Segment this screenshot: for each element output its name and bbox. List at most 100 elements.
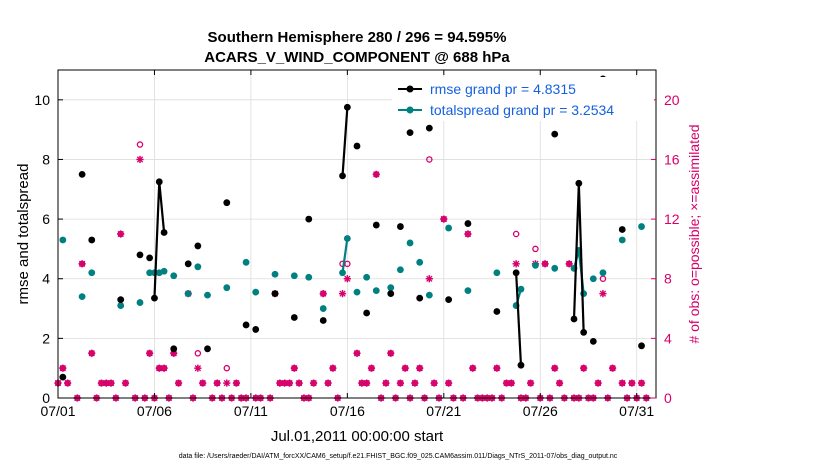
obs-assimilated-stroke — [411, 379, 419, 387]
obs-assimilated-stroke — [368, 365, 375, 372]
obs-assimilated-marker — [608, 364, 617, 372]
y-axis-right-label: # of obs: o=possible; ×=assimilated — [686, 124, 702, 343]
rmse-point — [319, 317, 327, 324]
spread-point — [416, 258, 424, 266]
obs-assimilated-marker — [213, 379, 221, 387]
obs-assimilated-stroke — [493, 365, 501, 372]
obs-assimilated-marker — [599, 290, 607, 298]
obs-possible-marker — [223, 364, 231, 372]
rmse-point — [387, 290, 395, 298]
spread-point — [170, 272, 178, 280]
obs-assimilated-marker — [329, 364, 337, 372]
obs-assimilated-marker — [107, 379, 115, 387]
legend-rmse-marker — [406, 85, 414, 93]
y-tick-label: 8 — [42, 151, 50, 167]
obs-assimilated-stroke — [78, 260, 86, 267]
rmse-point — [638, 342, 645, 350]
obs-assimilated-marker — [319, 290, 327, 298]
obs-assimilated-stroke — [382, 379, 390, 387]
x-tick-label: 07/06 — [137, 403, 172, 419]
rmse-point — [204, 345, 211, 353]
obs-assimilated-marker — [372, 170, 380, 178]
obs-assimilated-marker — [174, 379, 183, 387]
obs-assimilated-stroke — [199, 379, 206, 387]
spread-point — [493, 269, 501, 277]
y-tick-label: 10 — [34, 92, 50, 108]
spread-point — [194, 263, 202, 271]
obs-assimilated-stroke — [122, 379, 129, 387]
x-tick-label: 07/11 — [234, 403, 268, 419]
obs-assimilated-marker — [363, 379, 371, 387]
obs-assimilated-stroke — [295, 379, 303, 387]
rmse-point — [580, 329, 588, 336]
chart-title-line-2: ACARS_V_WIND_COMPONENT @ 688 hPa — [204, 49, 510, 66]
rmse-point — [170, 345, 178, 353]
obs-assimilated-stroke — [324, 379, 332, 387]
obs-assimilated-marker — [637, 379, 646, 387]
legend-rmse-label: rmse grand pr = 4.8315 — [430, 81, 576, 97]
obs-assimilated-stroke — [59, 365, 66, 372]
rmse-point — [353, 142, 361, 150]
y-right-tick-label: 20 — [664, 92, 680, 108]
obs-assimilated-marker — [295, 379, 303, 387]
rmse-point — [339, 172, 346, 180]
rmse-point — [290, 314, 298, 321]
obs-assimilated-stroke — [580, 365, 587, 372]
y-tick-label: 0 — [42, 390, 50, 406]
obs-assimilated-stroke — [175, 379, 182, 387]
x-tick-label: 07/01 — [40, 403, 75, 419]
obs-assimilated-stroke — [117, 230, 124, 238]
obs-assimilated-stroke — [353, 350, 361, 357]
rmse-point — [363, 309, 371, 317]
spread-point — [406, 239, 414, 247]
legend: rmse grand pr = 4.8315 totalspread grand… — [392, 77, 654, 121]
rmse-point — [512, 269, 520, 277]
obs-assimilated-marker — [618, 379, 626, 387]
rmse-point — [271, 290, 279, 298]
obs-assimilated-stroke — [397, 379, 404, 387]
series-layer — [54, 75, 650, 402]
obs-assimilated-marker — [411, 379, 419, 387]
spread-point — [464, 287, 472, 295]
obs-possible-marker — [532, 245, 539, 253]
spread-point — [88, 269, 96, 277]
obs-assimilated-stroke — [98, 379, 105, 387]
y-axis-label: rmse and totalspread — [15, 164, 32, 305]
rmse-point — [59, 373, 67, 381]
obs-possible-marker — [426, 156, 433, 163]
rmse-point — [305, 215, 313, 223]
spread-point — [78, 293, 86, 301]
obs-assimilated-stroke — [638, 379, 645, 387]
spread-point — [445, 224, 453, 232]
rmse-point — [416, 294, 424, 302]
rmse-point — [445, 296, 453, 303]
obs-assimilated-stroke — [373, 171, 380, 178]
y-right-tick-label: 8 — [664, 271, 672, 287]
rmse-point — [406, 129, 414, 137]
y-axis-ticks: 0 2 4 6 8 10 — [34, 92, 63, 406]
rmse-point — [146, 254, 154, 262]
y-axis-right-ticks: 0 4 8 12 16 20 — [651, 92, 680, 406]
obs-assimilated-marker — [551, 364, 559, 372]
obs-assimilated-stroke — [440, 215, 447, 223]
obs-assimilated-marker — [285, 379, 294, 387]
spread-line-segment — [341, 238, 349, 273]
obs-assimilated-stroke — [281, 379, 288, 387]
obs-assimilated-stroke — [551, 365, 558, 372]
spread-point — [363, 273, 371, 281]
obs-assimilated-marker — [367, 364, 376, 372]
obs-assimilated-marker — [628, 379, 636, 387]
rmse-point — [155, 178, 163, 186]
obs-possible-marker — [136, 141, 144, 148]
obs-assimilated-stroke — [103, 379, 110, 387]
obs-assimilated-marker — [338, 290, 347, 298]
obs-assimilated-stroke — [527, 379, 534, 387]
rmse-point — [343, 103, 351, 111]
obs-assimilated-stroke — [88, 350, 95, 357]
obs-possible-marker — [194, 350, 202, 357]
y-tick-label: 2 — [42, 330, 50, 346]
rmse-point — [517, 361, 525, 369]
obs-assimilated-marker — [64, 379, 72, 387]
spread-point — [223, 284, 231, 292]
y-tick-label: 6 — [42, 211, 50, 227]
